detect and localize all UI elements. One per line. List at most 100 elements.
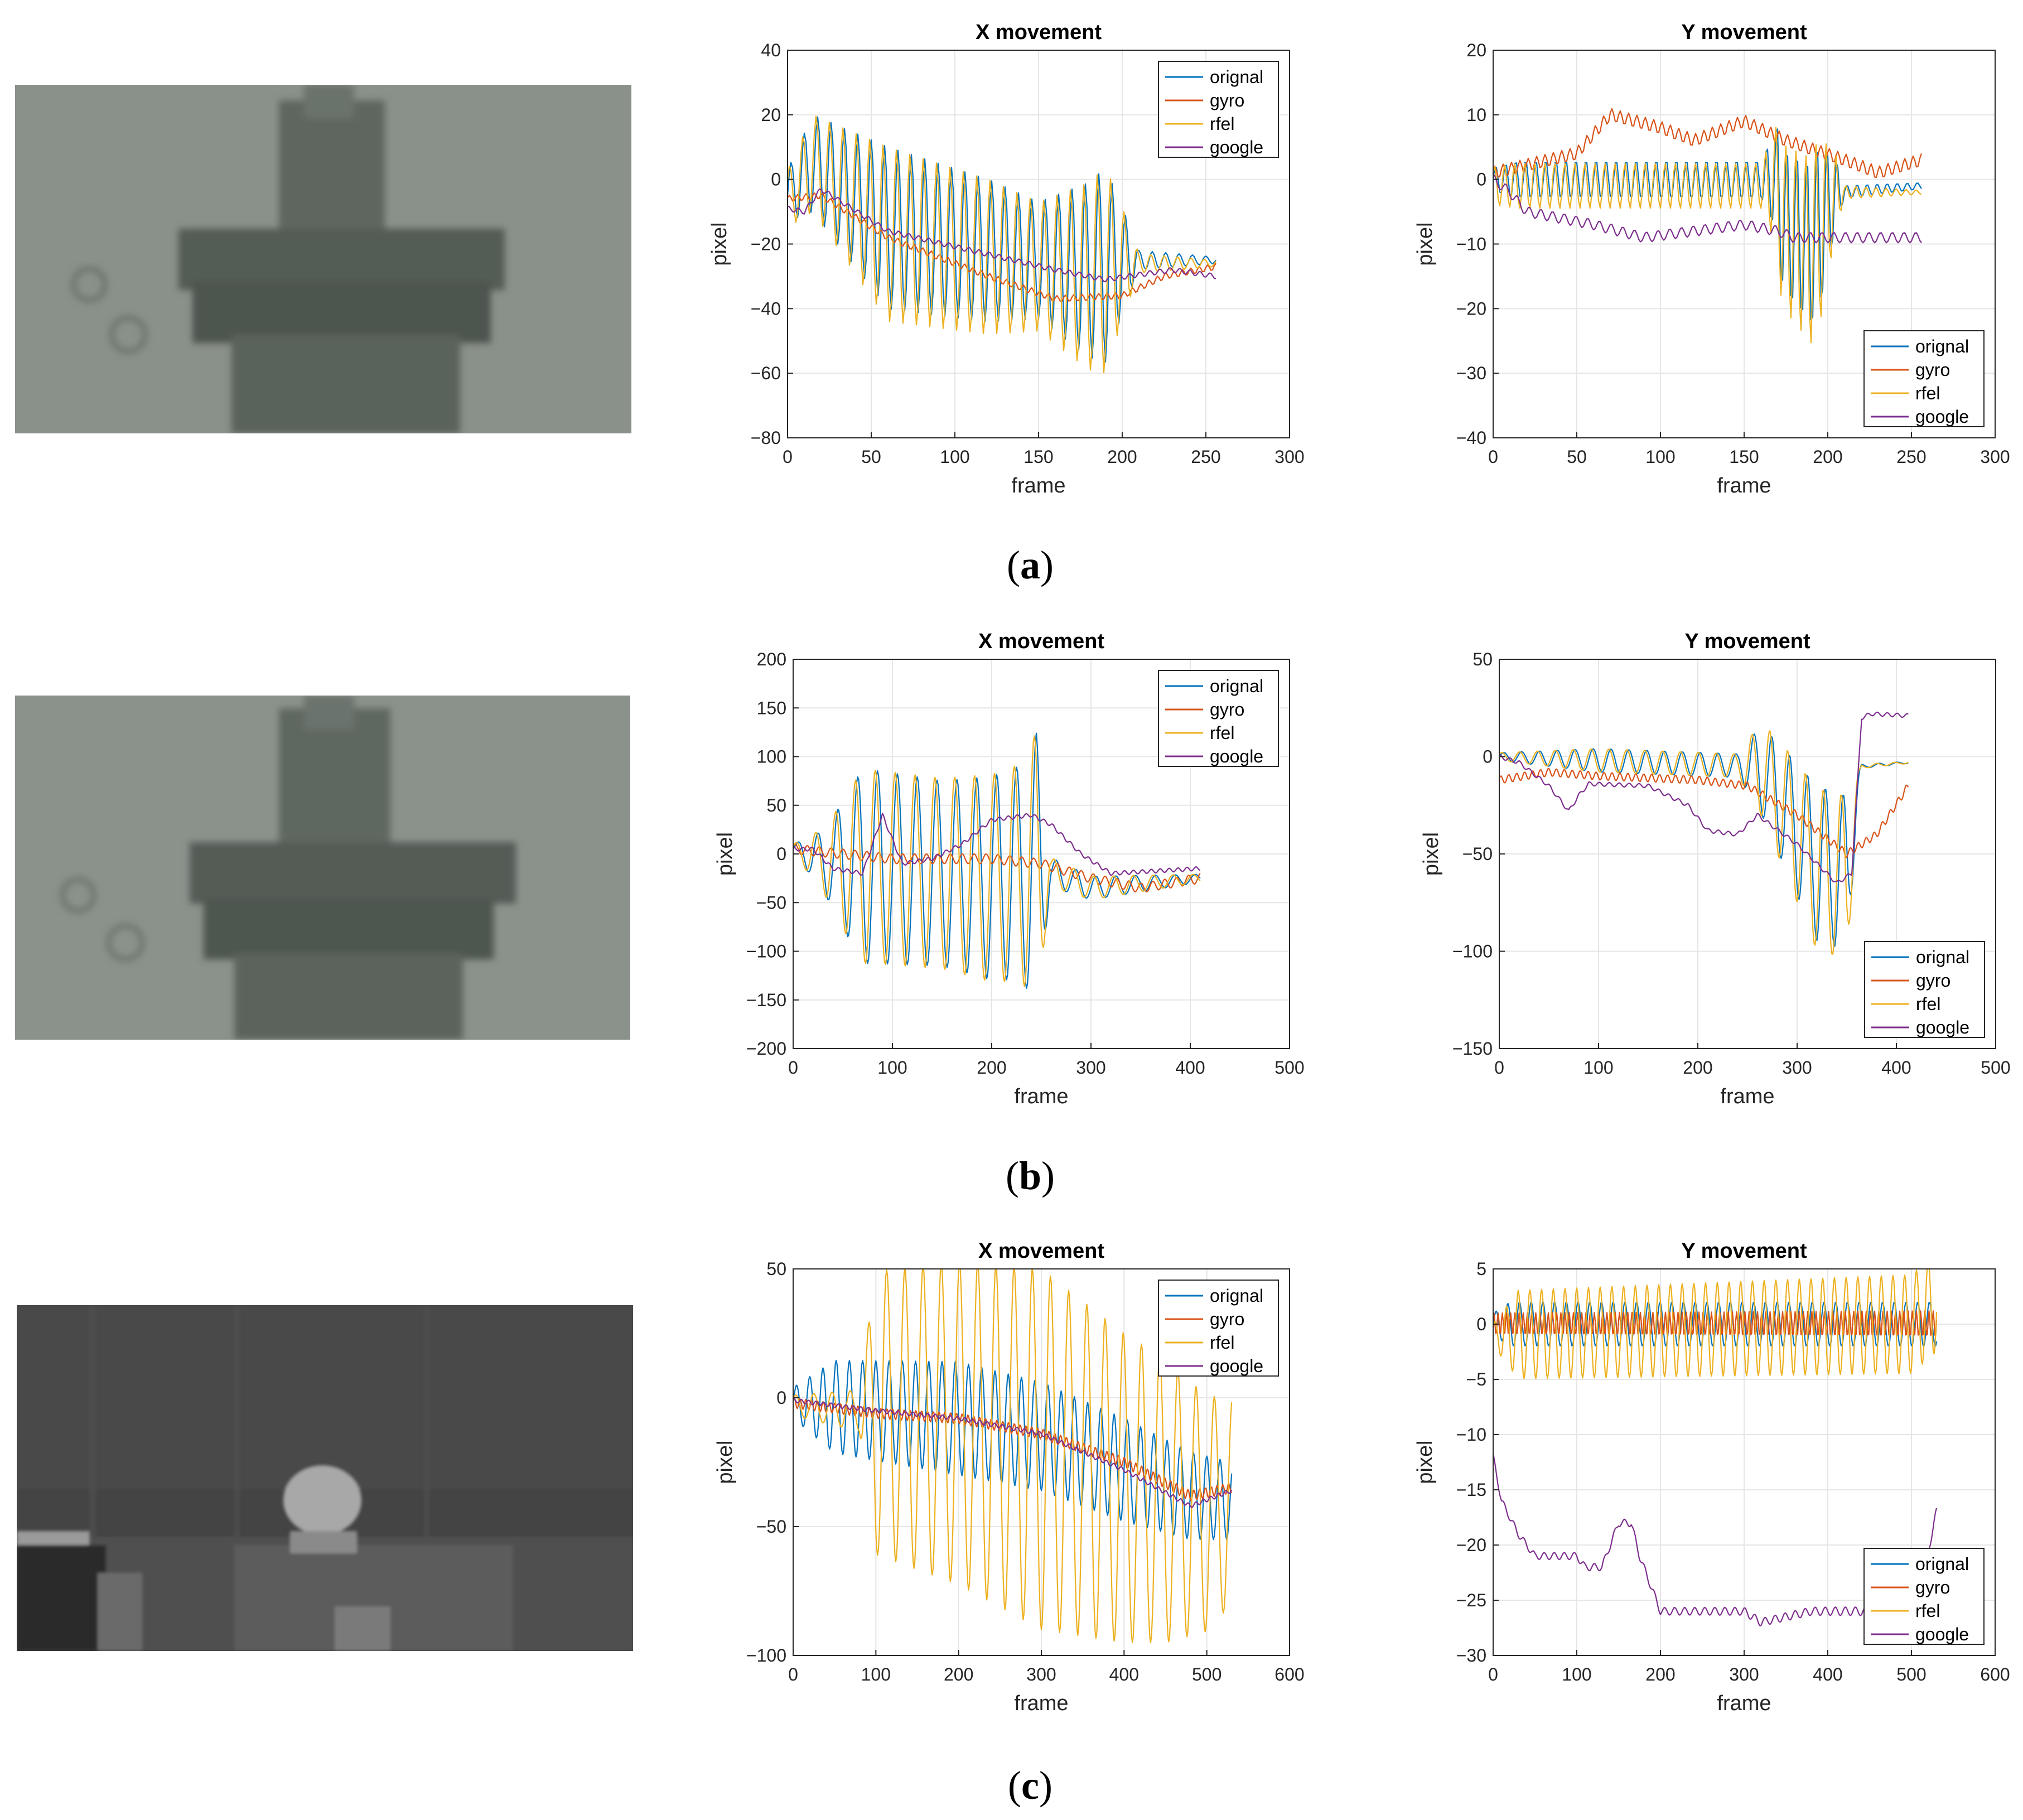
legend-label-rfel: rfel (1916, 994, 1940, 1014)
chart-a-x-movement: 0 50 100 150 200 250 300 −80 −60 −40 −20 0 20 40 X mov… (708, 21, 1305, 498)
y-tick-label-50: 50 (1472, 649, 1493, 669)
series-line-orignal (788, 116, 1216, 363)
y-tick-label-m5: −5 (1466, 1369, 1486, 1389)
legend-label-google: google (1210, 137, 1263, 157)
legend-label-gyro: gyro (1210, 1309, 1244, 1329)
legend-label-gyro: gyro (1210, 90, 1244, 110)
x-tick-label-100: 100 (1583, 1058, 1613, 1078)
y-tick-label-m80: −80 (751, 428, 781, 448)
y-tick-label-0: 0 (1476, 170, 1486, 190)
y-tick-label-10: 10 (1466, 105, 1486, 125)
x-tick-label-300: 300 (1026, 1664, 1056, 1684)
y-tick-label-m10: −10 (1456, 1425, 1486, 1445)
legend-label-google: google (1210, 1356, 1263, 1376)
chart-title: Y movement (1684, 630, 1810, 653)
y-axis-label: pixel (1413, 1440, 1437, 1484)
photo-c (17, 1305, 633, 1651)
caption-b: (b) (1006, 1153, 1055, 1198)
x-tick-label-100: 100 (940, 447, 969, 467)
x-tick-label-300: 300 (1980, 447, 2010, 467)
legend-label-gyro: gyro (1916, 971, 1950, 991)
x-tick-label-0: 0 (1488, 447, 1498, 467)
series-line-gyro (1493, 108, 1923, 178)
legend: orignal gyro rfel google (1158, 61, 1279, 158)
x-tick-label-300: 300 (1782, 1058, 1812, 1078)
chart-title: X movement (976, 21, 1102, 44)
photo-b (15, 696, 630, 1040)
x-tick-label-500: 500 (1274, 1058, 1304, 1078)
series-line-rfel (793, 735, 1201, 987)
chart-c-x-movement: 0 100 200 300 400 500 600 −100 −50 0 50 X movement f… (713, 1239, 1305, 1715)
y-axis-label: pixel (713, 1440, 737, 1484)
y-tick-label-m150: −150 (1452, 1039, 1493, 1059)
x-tick-label-250: 250 (1896, 447, 1926, 467)
x-tick-label-400: 400 (1175, 1058, 1205, 1078)
y-tick-label-m20: −20 (1456, 1535, 1486, 1555)
y-tick-label-0: 0 (776, 1388, 786, 1408)
x-tick-label-200: 200 (944, 1664, 973, 1684)
series-line-google (1493, 174, 1922, 244)
series-line-rfel (1493, 127, 1922, 344)
y-tick-label-50: 50 (766, 1259, 786, 1279)
series-line-gyro (1499, 767, 1909, 858)
x-tick-label-100: 100 (861, 1664, 891, 1684)
y-axis-label: pixel (1420, 832, 1443, 876)
x-tick-label-500: 500 (1192, 1664, 1221, 1684)
series-line-rfel (788, 115, 1216, 374)
x-axis-label: frame (1014, 1085, 1068, 1108)
legend-label-rfel: rfel (1210, 1333, 1234, 1353)
y-tick-label-m25: −25 (1456, 1590, 1486, 1610)
y-tick-label-m40: −40 (1456, 428, 1486, 448)
x-tick-label-400: 400 (1109, 1664, 1139, 1684)
chart-title: Y movement (1681, 1239, 1807, 1263)
y-tick-label-m15: −15 (1456, 1480, 1486, 1500)
y-tick-label-m100: −100 (1452, 942, 1493, 962)
x-tick-label-100: 100 (877, 1058, 907, 1078)
legend-label-rfel: rfel (1210, 723, 1234, 743)
y-axis-label: pixel (713, 832, 737, 876)
series-line-google (793, 1398, 1233, 1508)
y-tick-label-5: 5 (1476, 1259, 1486, 1279)
y-tick-label-m20: −20 (751, 234, 781, 254)
y-tick-label-m100: −100 (746, 1645, 786, 1665)
chart-a-y-movement: 0 50 100 150 200 250 300 −40 −30 −20 −10 0 10 20 Y mov… (1413, 21, 2010, 498)
x-axis-label: frame (1717, 1692, 1771, 1715)
chart-title: X movement (978, 1239, 1104, 1263)
series-group (1499, 711, 1909, 955)
y-tick-label-m50: −50 (756, 892, 786, 913)
y-tick-label-m200: −200 (746, 1039, 786, 1059)
series-group (1493, 1269, 1938, 1626)
y-tick-label-20: 20 (761, 105, 781, 125)
x-tick-label-0: 0 (1488, 1664, 1498, 1684)
legend-label-gyro: gyro (1915, 360, 1950, 380)
y-tick-label-m60: −60 (751, 363, 781, 383)
x-tick-label-300: 300 (1274, 447, 1304, 467)
x-tick-label-300: 300 (1076, 1058, 1105, 1078)
y-tick-label-m50: −50 (1462, 844, 1493, 864)
x-tick-label-200: 200 (1107, 447, 1137, 467)
series-line-google (793, 813, 1201, 876)
x-tick-label-200: 200 (1813, 447, 1842, 467)
legend-label-orignal: orignal (1915, 1554, 1969, 1574)
y-tick-label-50: 50 (766, 795, 786, 815)
series-line-google (788, 189, 1216, 283)
chart-b-x-movement: 0 100 200 300 400 500 −200 −150 −100 −50 0 50 100 150… (713, 630, 1305, 1108)
y-axis-label: pixel (1413, 222, 1437, 265)
x-tick-label-400: 400 (1881, 1058, 1911, 1078)
y-tick-label-m100: −100 (746, 942, 786, 962)
y-tick-label-40: 40 (761, 40, 781, 60)
x-tick-label-400: 400 (1813, 1664, 1842, 1684)
x-tick-label-50: 50 (1567, 447, 1587, 467)
legend-label-google: google (1916, 1017, 1969, 1037)
legend-label-rfel: rfel (1915, 383, 1940, 403)
legend: orignal gyro rfel google (1864, 941, 1985, 1038)
x-tick-label-0: 0 (788, 1058, 798, 1078)
x-tick-label-150: 150 (1729, 447, 1759, 467)
y-tick-label-150: 150 (757, 698, 786, 718)
legend-label-google: google (1915, 1624, 1969, 1644)
legend-label-google: google (1915, 407, 1969, 427)
y-tick-label-0: 0 (776, 844, 786, 864)
legend: orignal gyro rfel google (1863, 330, 1985, 427)
legend: orignal gyro rfel google (1863, 1548, 1985, 1645)
